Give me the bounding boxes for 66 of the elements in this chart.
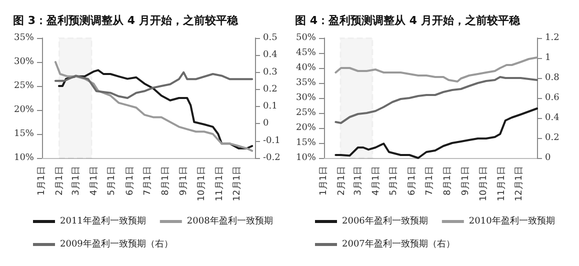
chart-title: 图 4：盈利预测调整从 4 月开始，之前较平稳 — [295, 14, 521, 27]
y-tick-label: 50% — [296, 33, 316, 43]
y2-tick-label: -0.2 — [263, 153, 280, 163]
y2-tick-label: 0.3 — [263, 67, 278, 78]
x-tick-label: 6月1日 — [125, 166, 136, 196]
x-tick-label: 9月1日 — [179, 166, 190, 196]
y-tick-label: 45% — [296, 48, 316, 58]
y-tick-label: 10% — [14, 153, 34, 163]
legend-label: 2008年盈利一致预期 — [186, 216, 273, 226]
y2-tick-label: 0 — [263, 118, 269, 129]
y-tick-label: 30% — [296, 93, 316, 103]
x-tick-label: 8月1日 — [161, 166, 172, 196]
x-tick-label: 1月1日 — [37, 166, 47, 196]
legend-label: 2010年盈利一致预期 — [468, 216, 555, 226]
y2-tick-label: 0.5 — [263, 33, 278, 43]
line-series — [334, 56, 538, 82]
y-tick-label: 15% — [14, 129, 34, 139]
x-tick-label: 3月1日 — [354, 166, 364, 196]
y-tick-label: 10% — [296, 153, 316, 163]
y-tick-label: 20% — [296, 123, 316, 133]
y2-tick-label: 0 — [545, 153, 551, 163]
x-tick-label: 9月1日 — [461, 166, 472, 196]
x-tick-label: 12月1日 — [514, 166, 524, 202]
legend-label: 2006年盈利一致预期 — [342, 216, 428, 226]
y-tick-label: 25% — [296, 108, 316, 118]
x-tick-label: 2月1日 — [55, 166, 66, 196]
y-tick-label: 20% — [14, 105, 34, 115]
y-tick-label: 25% — [14, 81, 34, 91]
x-tick-label: 10月1日 — [196, 166, 207, 202]
y2-tick-label: -0.1 — [263, 136, 280, 146]
line-series — [54, 71, 254, 99]
y2-tick-label: 0.4 — [545, 113, 560, 123]
y2-tick-label: 0.4 — [263, 50, 278, 60]
y-tick-label: 35% — [296, 78, 316, 88]
x-tick-label: 11月1日 — [214, 166, 225, 202]
y-tick-label: 40% — [296, 63, 316, 73]
x-tick-label: 5月1日 — [107, 166, 118, 196]
y2-tick-label: 0.1 — [263, 102, 278, 112]
y-tick-label: 15% — [296, 138, 316, 148]
legend-label: 2007年盈利一致预期（右） — [342, 238, 455, 250]
line-series — [334, 108, 538, 159]
y2-tick-label: 1 — [545, 53, 551, 63]
legend-label: 2011年盈利一致预期 — [60, 216, 146, 226]
y-tick-label: 30% — [14, 57, 34, 67]
y-tick-label: 35% — [14, 33, 34, 43]
x-tick-label: 7月1日 — [142, 166, 153, 196]
y2-tick-label: 1.2 — [545, 33, 560, 43]
x-tick-label: 4月1日 — [372, 166, 382, 196]
x-tick-label: 8月1日 — [443, 166, 454, 196]
y2-tick-label: 0.6 — [545, 93, 560, 103]
x-tick-label: 4月1日 — [90, 166, 100, 196]
line-series — [334, 76, 538, 124]
x-tick-label: 10月1日 — [478, 166, 489, 202]
x-tick-label: 2月1日 — [337, 166, 348, 196]
legend-label: 2009年盈利一致预期（右） — [60, 238, 173, 250]
y2-tick-label: 0.2 — [263, 84, 278, 94]
y2-tick-label: 0.8 — [545, 73, 560, 83]
x-tick-label: 1月1日 — [319, 166, 329, 196]
x-tick-label: 12月1日 — [232, 166, 242, 202]
x-tick-label: 5月1日 — [389, 166, 400, 196]
x-tick-label: 7月1日 — [424, 166, 435, 196]
x-tick-label: 11月1日 — [496, 166, 507, 202]
y2-tick-label: 0.2 — [545, 133, 560, 143]
chart-title: 图 3：盈利预测调整从 4 月开始，之前较平稳 — [13, 14, 239, 27]
x-tick-label: 3月1日 — [72, 166, 82, 196]
x-tick-label: 6月1日 — [407, 166, 418, 196]
